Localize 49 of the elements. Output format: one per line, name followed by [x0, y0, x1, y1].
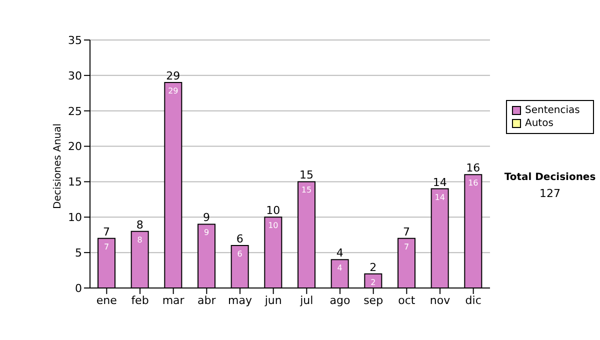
x-tick-label: feb [131, 294, 149, 307]
data-label: 7 [104, 242, 110, 252]
total-label: 4 [336, 246, 344, 260]
total-label: 10 [266, 204, 280, 218]
data-label: 7 [404, 242, 410, 252]
y-tick-label: 10 [68, 211, 82, 224]
x-tick-label: dic [465, 294, 482, 307]
x-tick-label: ene [96, 294, 118, 307]
data-label: 10 [268, 221, 278, 230]
x-tick-label: jul [299, 294, 314, 307]
x-tick-label: mar [162, 294, 185, 307]
y-tick-label: 0 [75, 282, 82, 295]
text: 127 [538, 187, 562, 200]
data-label: 29 [168, 86, 178, 96]
data-label: 15 [301, 186, 312, 195]
legend-label: Autos [525, 117, 554, 130]
total-label: 2 [370, 260, 377, 274]
data-label: 8 [137, 235, 142, 244]
y-axis-title: Decisiones Anual [52, 123, 64, 209]
data-label: 16 [468, 178, 478, 188]
x-tick-label: abr [198, 294, 216, 307]
total-label: 14 [432, 176, 447, 189]
text: Total Decisiones [503, 172, 597, 183]
total-label: 15 [300, 168, 314, 182]
data-label: 6 [237, 249, 242, 258]
x-tick-label: jun [264, 294, 282, 307]
y-tick-label: 15 [68, 176, 82, 189]
y-tick-label: 35 [68, 34, 82, 47]
total-label: 8 [136, 218, 144, 232]
total-label: 6 [236, 232, 244, 246]
y-tick-label: 25 [68, 104, 82, 118]
total-label: 16 [466, 162, 480, 175]
y-tick-label: 5 [75, 246, 82, 260]
total-label: 7 [103, 225, 110, 238]
total-label: 9 [203, 211, 210, 224]
data-label: 4 [337, 264, 342, 273]
data-label: 2 [370, 278, 376, 287]
x-tick-label: sep [364, 294, 384, 307]
x-tick-label: ago [330, 294, 350, 307]
legend-label: Sentencias [525, 104, 580, 117]
data-label: 14 [434, 192, 445, 202]
total-label: 29 [166, 70, 180, 83]
x-tick-label: nov [430, 294, 451, 307]
x-tick-label: oct [398, 294, 416, 307]
y-tick-label: 20 [68, 140, 82, 154]
x-tick-label: may [228, 294, 252, 307]
total-label: 7 [403, 225, 410, 238]
y-tick-label: 30 [68, 69, 82, 82]
data-label: 9 [204, 228, 210, 238]
